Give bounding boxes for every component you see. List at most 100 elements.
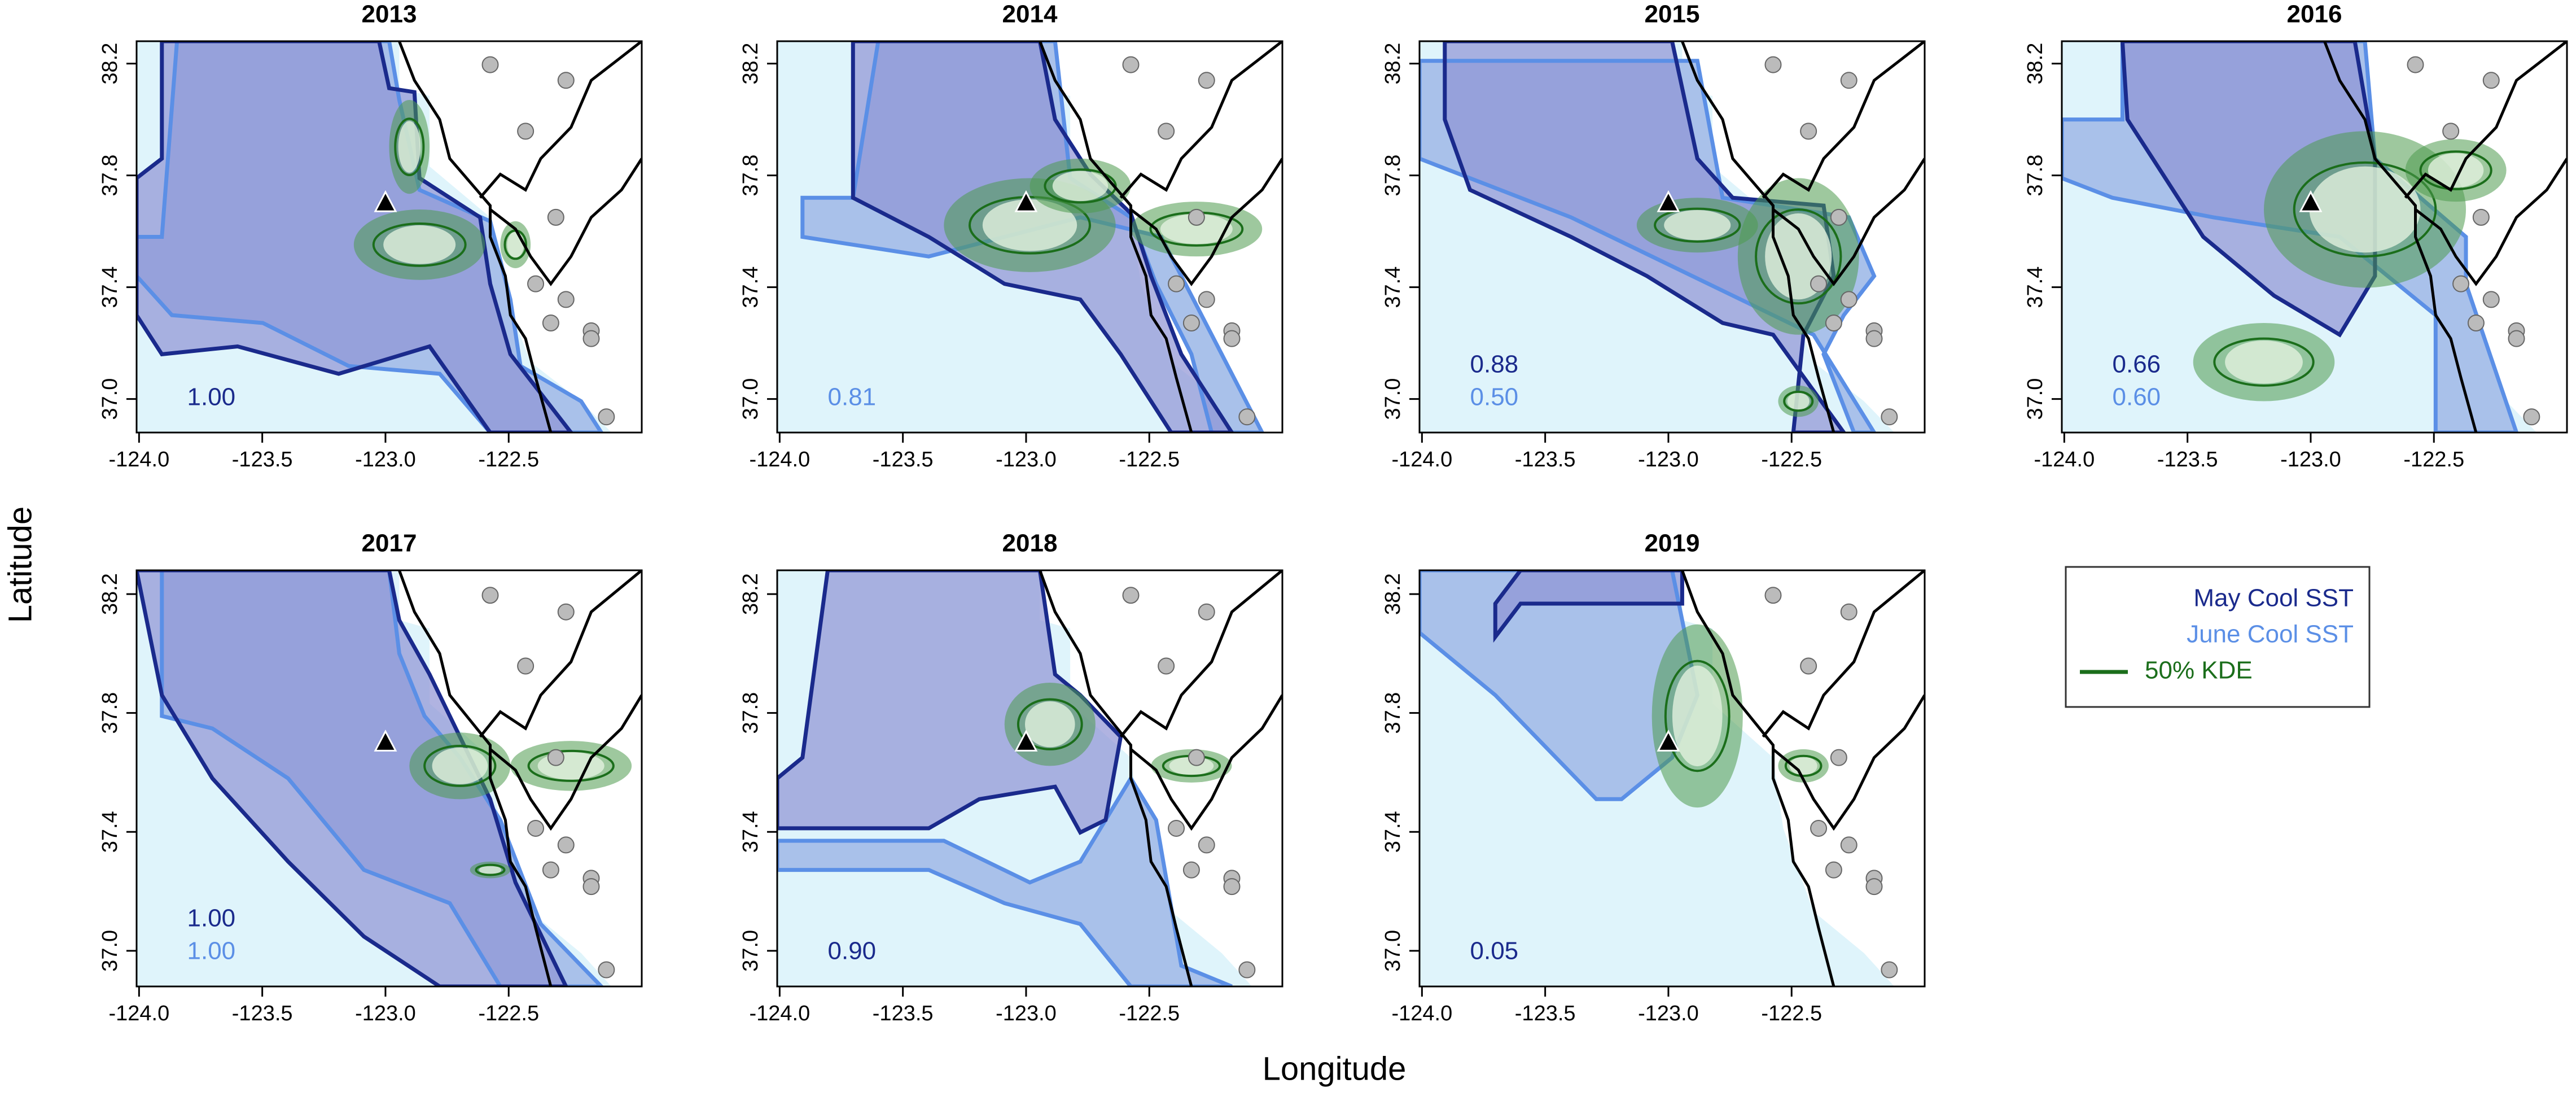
june-sst-outline: [2062, 41, 2519, 433]
x-tick-label: -122.5: [1119, 448, 1180, 471]
station: [1198, 72, 1215, 89]
plot-frame: [2061, 40, 2568, 434]
station: [542, 861, 559, 879]
coastline: [2323, 41, 2478, 433]
kde-core: [982, 199, 1077, 251]
site-marker: [374, 730, 397, 752]
may-sst-area: [137, 41, 571, 433]
station: [1840, 603, 1857, 621]
station: [2472, 208, 2490, 226]
kde-core: [2225, 340, 2303, 384]
station: [557, 836, 575, 854]
plot-frame: [776, 40, 1283, 434]
station: [557, 603, 575, 621]
coastline: [489, 158, 642, 286]
coastline: [1762, 570, 1925, 738]
x-tick-label: -123.5: [873, 1002, 934, 1025]
y-tick-label: 37.4: [2023, 267, 2047, 308]
y-tick-label: 37.8: [98, 155, 122, 197]
station: [2523, 408, 2540, 426]
x-tick-label: -124.0: [108, 1002, 169, 1025]
overlap-score: 0.66: [2113, 351, 2161, 378]
june-sst-area: [777, 778, 1232, 986]
legend-label: May Cool SST: [2193, 584, 2354, 612]
overlap-score: 0.05: [1470, 937, 1519, 965]
kde-core: [2309, 166, 2421, 253]
y-tick-label: 37.8: [2023, 155, 2047, 197]
x-tick-label: -124.0: [108, 448, 169, 471]
panel-content: [777, 570, 1282, 986]
x-tick-label: -124.0: [1391, 448, 1452, 471]
kde-50-contour: [2213, 337, 2315, 387]
x-tick-label: -123.5: [873, 448, 934, 471]
y-tick-label: 38.2: [739, 573, 763, 615]
station: [547, 749, 564, 766]
coastline: [1119, 41, 1282, 199]
x-tick-label: -123.0: [2280, 448, 2341, 471]
station: [517, 657, 535, 675]
overlap-score: 1.00: [187, 905, 236, 932]
station: [1168, 275, 1185, 292]
coastline: [479, 41, 642, 199]
x-tick-label: -122.5: [478, 448, 539, 471]
overlap-score: 1.00: [187, 383, 236, 411]
station: [1881, 961, 1898, 979]
kde-50-contour: [527, 749, 615, 782]
x-tick-label: -123.0: [996, 1002, 1057, 1025]
station: [1182, 314, 1200, 331]
station: [2482, 291, 2500, 308]
kde-core: [507, 232, 524, 258]
station: [557, 72, 575, 89]
y-tick-label: 37.0: [739, 378, 763, 420]
panel-title: 2015: [1645, 1, 1700, 28]
x-tick-label: -123.5: [232, 448, 293, 471]
coastline: [1772, 158, 1925, 286]
map-panel: 2016 -124.0 -123.5 -123.0 -122.5 37.0 37.4 37.8…: [2023, 1, 2568, 471]
map-panel: 2018 -124.0 -123.5 -123.0 -122.5 37.0 37.4 37.8…: [739, 530, 1283, 1025]
panel-content: [1420, 41, 1925, 433]
coastline: [1039, 570, 1193, 986]
station: [517, 123, 535, 140]
station: [598, 408, 615, 426]
map-panel: 2019 -124.0 -123.5 -123.0 -122.5 37.0 37.4 37.8…: [1381, 530, 1926, 1025]
x-tick-label: -122.5: [2403, 448, 2464, 471]
y-tick-label: 38.2: [98, 573, 122, 615]
station: [1158, 657, 1175, 675]
station: [1800, 657, 1817, 675]
station: [1840, 291, 1857, 308]
kde-core: [1672, 665, 1723, 767]
station: [1182, 861, 1200, 879]
map-panel: 2014 -124.0 -123.5 -123.0 -122.5 37.0 37.4 37.8…: [739, 1, 1283, 471]
coastline: [1681, 41, 1835, 433]
legend-label: June Cool SST: [2187, 621, 2354, 648]
kde-core: [1024, 701, 1075, 748]
station: [1122, 56, 1140, 73]
kde-50-contour: [2293, 161, 2437, 258]
site-marker: [1014, 190, 1038, 212]
station: [481, 587, 499, 604]
plot-frame: [1418, 569, 1926, 988]
coastline: [398, 41, 553, 433]
legend-box: [2065, 566, 2371, 708]
y-tick-label: 37.8: [1381, 155, 1405, 197]
site-marker: [1014, 730, 1038, 752]
station: [2467, 314, 2485, 331]
plot-frame: [1418, 40, 1926, 434]
station: [598, 961, 615, 979]
overlap-score: 0.50: [1470, 383, 1519, 411]
station: [547, 208, 564, 226]
may-sst-outline: [777, 570, 1123, 835]
x-tick-label: -123.5: [232, 1002, 293, 1025]
panel-title: 2018: [1002, 530, 1058, 557]
coastline: [2404, 41, 2567, 199]
x-axis-label: Longitude: [1263, 1050, 1407, 1087]
coastline: [1681, 570, 1835, 986]
plot-frame: [135, 569, 643, 988]
station: [2442, 123, 2460, 140]
kde-50-contour: [475, 863, 506, 876]
y-tick-label: 38.2: [1381, 573, 1405, 615]
kde-core: [1789, 757, 1817, 775]
map-panel: 2015 -124.0 -123.5 -123.0 -122.5 37.0 37.4 37.8…: [1381, 1, 1926, 471]
station: [1840, 72, 1857, 89]
